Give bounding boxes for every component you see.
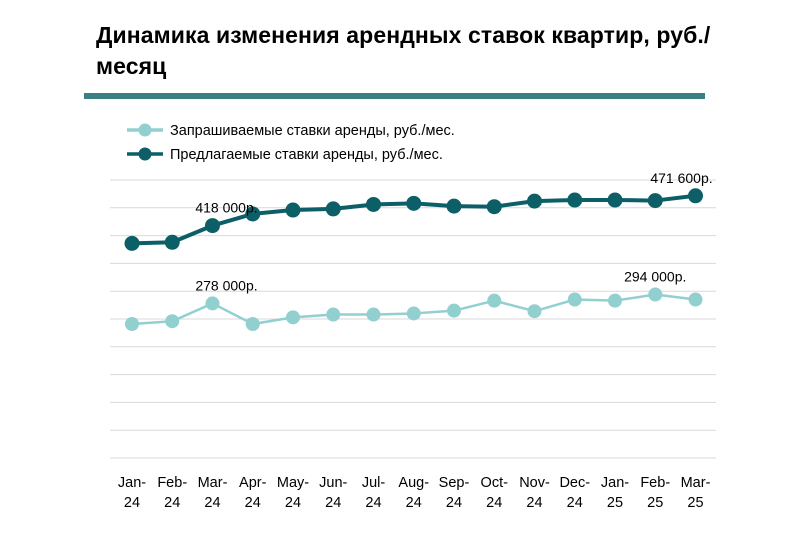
x-tick-label: Mar-25 (681, 475, 711, 511)
data-point (286, 310, 300, 325)
data-point (326, 307, 341, 322)
title-divider (84, 93, 705, 99)
data-point (205, 218, 220, 234)
x-tick-label: Apr-24 (239, 475, 267, 511)
data-point (567, 292, 582, 307)
x-tick-label: Nov-24 (519, 475, 550, 511)
data-point (285, 202, 301, 218)
data-label: 278 000р. (195, 277, 257, 293)
x-tick-label: Aug-24 (398, 475, 429, 511)
x-axis-tick-labels: Jan-24 Feb-24 Mar-24 Apr-24 May-24 Jun-24 Jul-… (118, 475, 711, 511)
data-point (447, 303, 461, 318)
data-point (366, 307, 381, 322)
data-label: 418 000р. (195, 200, 257, 216)
x-tick-label: Jan-25 (601, 475, 629, 511)
data-labels: 278 000р. 294 000р. 418 000р. 471 600р. (195, 170, 712, 294)
data-point (607, 192, 623, 208)
data-point (245, 206, 261, 222)
gridlines (110, 179, 716, 459)
x-tick-label: Jun-24 (319, 475, 347, 511)
x-tick-label: Mar-24 (198, 475, 228, 511)
x-tick-label: May-24 (277, 475, 309, 511)
data-point (205, 296, 220, 311)
x-tick-label: Jul-24 (362, 475, 386, 511)
data-point (688, 188, 703, 204)
data-point (446, 198, 462, 214)
legend: Запрашиваемые ставки аренды, руб./мес. Пр… (127, 123, 455, 163)
legend-entry: Запрашиваемые ставки аренды, руб./мес. (170, 123, 455, 139)
data-label: 294 000р. (624, 269, 686, 285)
data-point (406, 195, 422, 211)
data-point (527, 304, 542, 319)
data-point (164, 234, 180, 250)
series-lines (124, 188, 703, 332)
data-point (486, 199, 502, 215)
legend-swatch-marker (138, 147, 152, 161)
data-point (648, 287, 663, 302)
x-tick-label: Jan-24 (118, 475, 146, 511)
x-tick-label: Dec-24 (559, 475, 590, 511)
data-point (124, 235, 140, 251)
data-point (366, 196, 381, 212)
data-point (608, 293, 622, 308)
data-point (406, 306, 421, 321)
data-label: 471 600р. (650, 170, 712, 186)
data-point (567, 192, 583, 208)
data-point (125, 317, 139, 332)
data-point (487, 293, 502, 308)
x-tick-label: Sep-24 (439, 475, 470, 511)
data-point (647, 193, 663, 209)
data-point (688, 292, 703, 307)
legend-swatch-marker (138, 123, 152, 137)
data-point (325, 201, 341, 217)
chart-title: Динамика изменения арендных ставок кварт… (96, 22, 711, 79)
data-point (527, 193, 542, 209)
x-tick-label: Feb-24 (157, 475, 187, 511)
x-tick-label: Feb-25 (640, 475, 670, 511)
data-point (245, 317, 260, 332)
x-tick-label: Oct-24 (481, 475, 509, 511)
legend-entry: Предлагаемые ставки аренды, руб./мес. (170, 147, 443, 163)
data-point (165, 314, 180, 329)
